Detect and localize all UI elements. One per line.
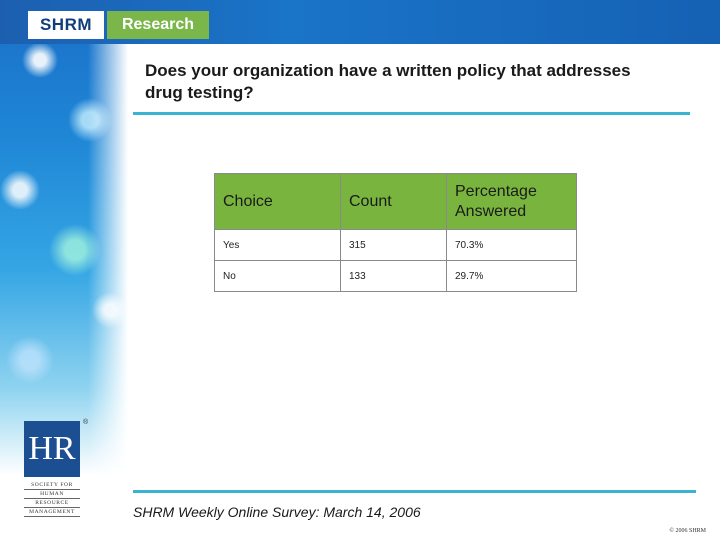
table-header-row: Choice Count Percentage Answered [214, 173, 577, 230]
slide-title: Does your organization have a written po… [145, 61, 631, 102]
shrm-logo: SHRM [28, 11, 104, 39]
hr-logo: HR [24, 421, 80, 477]
society-line: SOCIETY FOR [24, 481, 80, 490]
footer-divider [133, 490, 696, 493]
society-line: HUMAN [24, 490, 80, 499]
cell-percentage: 70.3% [446, 229, 577, 261]
research-logo: Research [107, 11, 209, 39]
cell-choice: Yes [214, 229, 341, 261]
cell-percentage: 29.7% [446, 260, 577, 292]
header-bar: SHRM Research [0, 0, 720, 44]
registered-mark: ® [83, 419, 89, 426]
results-table: Choice Count Percentage Answered Yes 315… [214, 173, 577, 292]
column-header-count: Count [340, 173, 447, 230]
table-row: Yes 315 70.3% [214, 229, 577, 261]
society-line: MANAGEMENT [24, 508, 80, 517]
society-text: SOCIETY FOR HUMAN RESOURCE MANAGEMENT [24, 481, 80, 517]
cell-count: 133 [340, 260, 447, 292]
survey-source: SHRM Weekly Online Survey: March 14, 200… [133, 504, 421, 520]
title-divider [133, 112, 690, 115]
cell-choice: No [214, 260, 341, 292]
column-header-percentage: Percentage Answered [446, 173, 577, 230]
society-line: RESOURCE [24, 499, 80, 508]
cell-count: 315 [340, 229, 447, 261]
table-row: No 133 29.7% [214, 260, 577, 292]
copyright-notice: © 2006 SHRM [669, 528, 706, 534]
column-header-choice: Choice [214, 173, 341, 230]
